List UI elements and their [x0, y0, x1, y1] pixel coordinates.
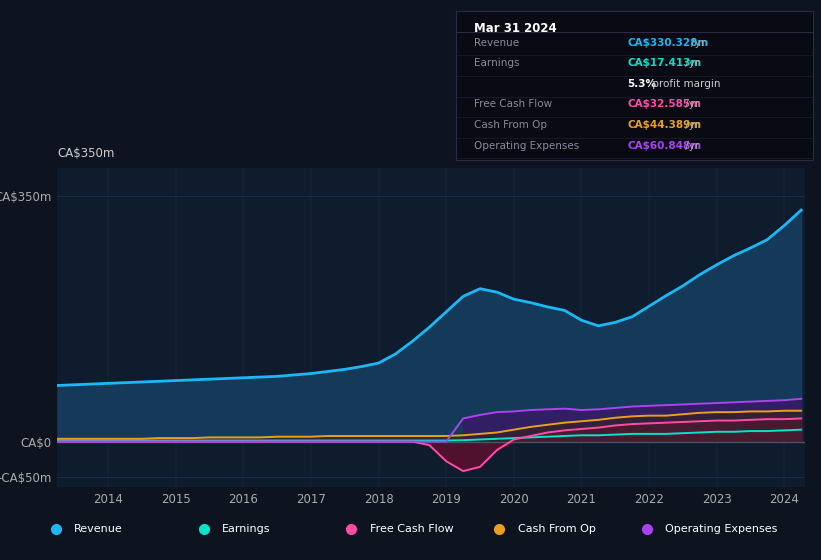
Text: /yr: /yr	[682, 100, 699, 110]
Text: CA$44.389m: CA$44.389m	[627, 120, 701, 130]
Text: Revenue: Revenue	[474, 38, 519, 48]
Text: Free Cash Flow: Free Cash Flow	[370, 524, 453, 534]
Text: Earnings: Earnings	[222, 524, 271, 534]
Text: CA$60.848m: CA$60.848m	[627, 141, 701, 151]
Text: Free Cash Flow: Free Cash Flow	[474, 100, 552, 110]
Text: /yr: /yr	[682, 120, 699, 130]
Text: /yr: /yr	[688, 38, 705, 48]
Text: CA$17.413m: CA$17.413m	[627, 58, 701, 68]
Text: Operating Expenses: Operating Expenses	[474, 141, 579, 151]
Text: /yr: /yr	[682, 141, 699, 151]
Text: CA$350m: CA$350m	[57, 147, 115, 160]
Text: 5.3%: 5.3%	[627, 79, 656, 89]
Text: /yr: /yr	[682, 58, 699, 68]
Text: profit margin: profit margin	[649, 79, 721, 89]
Text: Operating Expenses: Operating Expenses	[666, 524, 777, 534]
Text: CA$32.585m: CA$32.585m	[627, 100, 701, 110]
Text: Cash From Op: Cash From Op	[518, 524, 595, 534]
Text: Mar 31 2024: Mar 31 2024	[474, 22, 557, 35]
Text: Cash From Op: Cash From Op	[474, 120, 547, 130]
Text: Revenue: Revenue	[75, 524, 123, 534]
Text: CA$330.328m: CA$330.328m	[627, 38, 709, 48]
Text: Earnings: Earnings	[474, 58, 519, 68]
